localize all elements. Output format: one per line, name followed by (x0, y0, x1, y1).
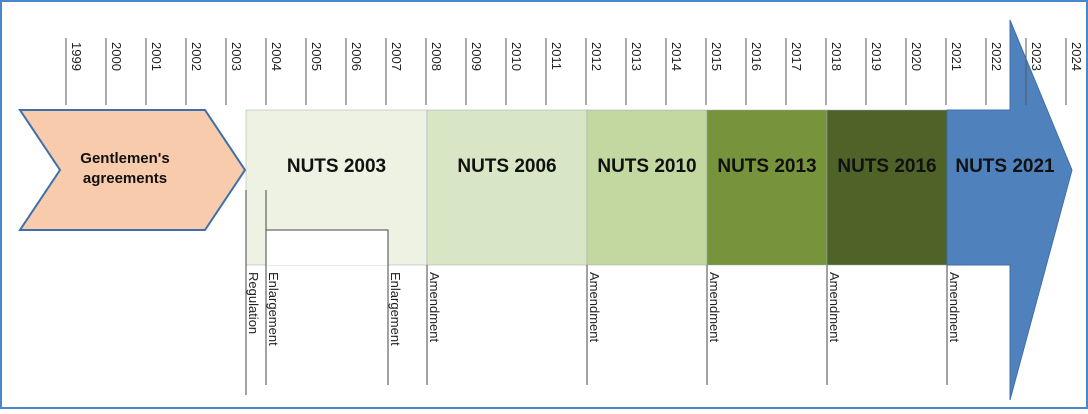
year-label: 2002 (189, 42, 204, 71)
year-label: 2019 (869, 42, 884, 71)
year-label: 2020 (909, 42, 924, 71)
year-label: 2021 (949, 42, 964, 71)
segment-box (706, 109, 828, 266)
start-chevron (18, 109, 247, 231)
year-label: 2004 (269, 42, 284, 71)
segment-label: NUTS 2003 (287, 156, 386, 177)
year-label: 2013 (629, 42, 644, 71)
event-label: Amendment (427, 272, 442, 342)
year-label: 2006 (349, 42, 364, 71)
event-label: Amendment (827, 272, 842, 342)
event-label: Enlargement (388, 272, 403, 346)
year-label: 2016 (749, 42, 764, 71)
year-label: 2018 (829, 42, 844, 71)
year-label: 2024 (1069, 42, 1084, 71)
segment-box (586, 109, 708, 266)
event-label: Regulation (246, 272, 261, 334)
year-label: 2010 (509, 42, 524, 71)
event-label: Amendment (707, 272, 722, 342)
year-label: 2001 (149, 42, 164, 71)
start-label-line: agreements (83, 170, 167, 187)
start-label: Gentlemen's agreements (80, 150, 169, 187)
segment-label: NUTS 2016 (837, 156, 936, 177)
start-label-line: Gentlemen's (80, 150, 169, 167)
event-label: Amendment (587, 272, 602, 342)
year-label: 1999 (69, 42, 84, 71)
year-label: 2009 (469, 42, 484, 71)
event-label: Enlargement (266, 272, 281, 346)
segment-label: NUTS 2013 (717, 156, 816, 177)
segment-box (426, 109, 588, 266)
year-label: 2008 (429, 42, 444, 71)
year-label: 2007 (389, 42, 404, 71)
year-label: 2000 (109, 42, 124, 71)
segment-box (826, 109, 948, 266)
year-label: 2015 (709, 42, 724, 71)
segment-label: NUTS 2006 (457, 156, 556, 177)
segment-label: NUTS 2021 (955, 156, 1055, 177)
arrow-segment (946, 19, 1073, 401)
year-label: 2014 (669, 42, 684, 71)
year-label: 2022 (989, 42, 1004, 71)
year-label: 2003 (229, 42, 244, 71)
event-label: Amendment (947, 272, 962, 342)
year-label: 2017 (789, 42, 804, 71)
segment-label: NUTS 2010 (597, 156, 696, 177)
enlargement-notch (265, 229, 389, 265)
year-label: 2005 (309, 42, 324, 71)
year-label: 2023 (1029, 42, 1044, 71)
year-label: 2011 (549, 42, 564, 70)
year-label: 2012 (589, 42, 604, 71)
